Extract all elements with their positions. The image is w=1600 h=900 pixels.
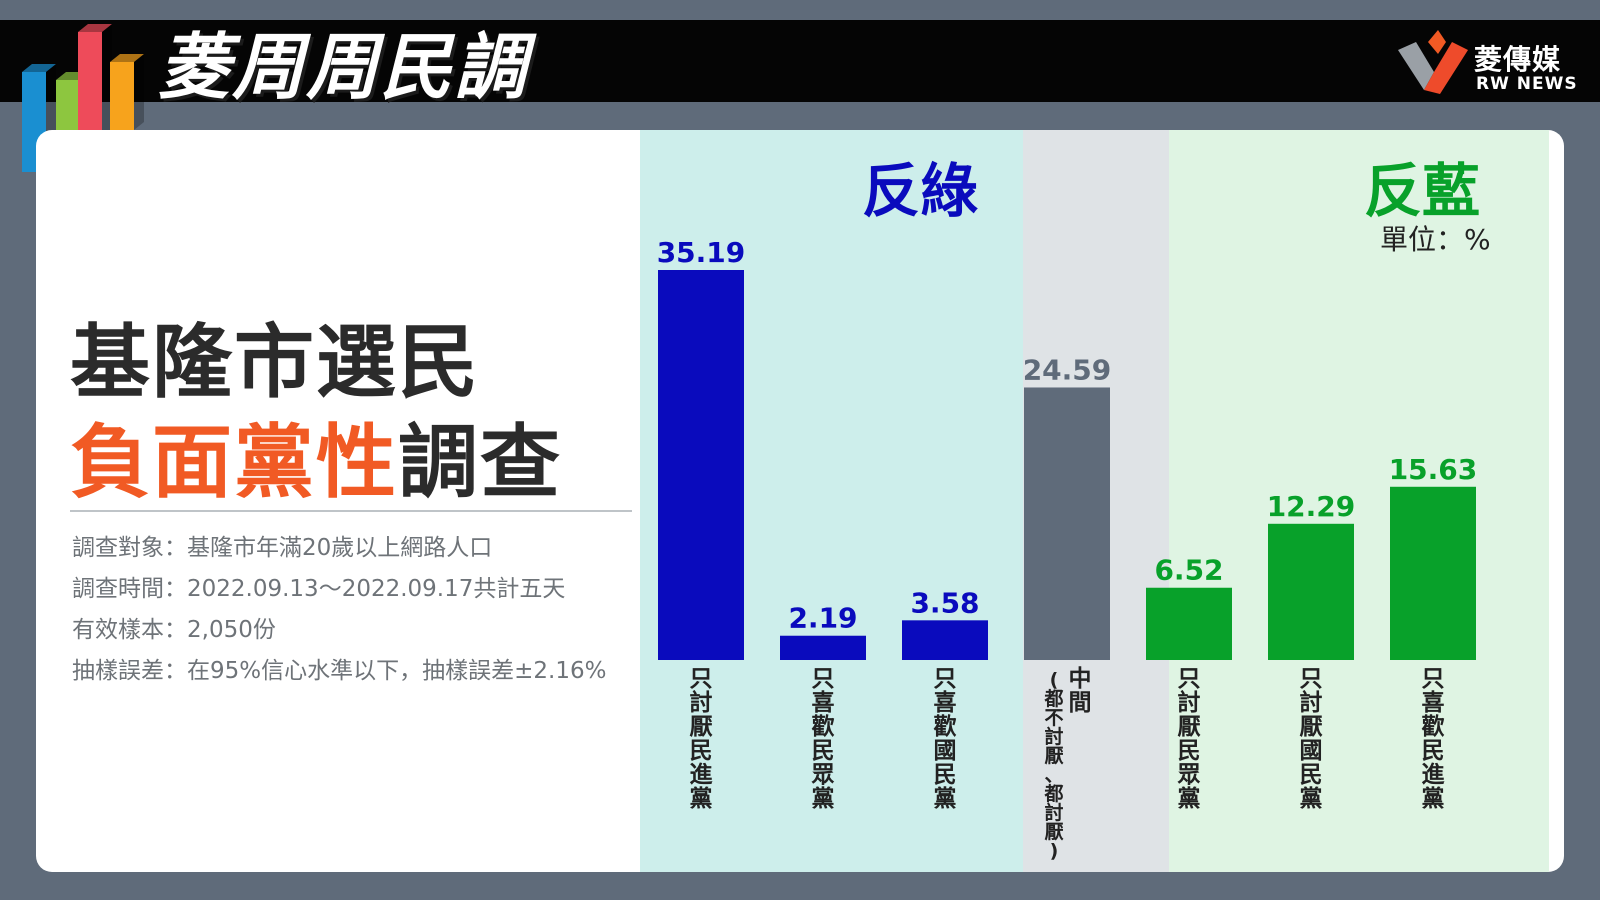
headline-line-2: 負面黨性調查	[70, 398, 562, 514]
svg-text:不: 不	[1044, 707, 1063, 729]
brand-subtitle: RW NEWS	[1476, 74, 1578, 94]
bar-3	[902, 620, 988, 660]
svg-text:黨: 黨	[1178, 786, 1201, 812]
svg-text:黨: 黨	[812, 786, 835, 812]
bar-value-label: 3.58	[910, 586, 979, 619]
svg-text:進: 進	[1422, 762, 1445, 788]
svg-text:歡: 歡	[934, 713, 957, 740]
svg-text:厭: 厭	[1044, 745, 1063, 767]
svg-text:民: 民	[1178, 738, 1201, 764]
headline-accent: 負面黨性	[70, 416, 398, 509]
rw-news-logo-icon	[1398, 30, 1468, 94]
svg-text:國: 國	[934, 738, 957, 764]
svg-text:討: 討	[1300, 689, 1323, 716]
bar-1	[658, 270, 744, 660]
svg-text:只: 只	[1178, 666, 1201, 692]
svg-text:只: 只	[812, 666, 835, 692]
bar-7	[1390, 486, 1476, 660]
survey-sample: 有效樣本：2,050份	[72, 617, 276, 643]
svg-text:民: 民	[1300, 762, 1323, 788]
svg-text:只: 只	[1422, 666, 1445, 692]
bar-value-label: 35.19	[657, 236, 746, 269]
svg-text:喜: 喜	[1422, 689, 1445, 716]
anti-blue-heading: 反藍	[1364, 157, 1481, 225]
survey-period: 調查時間：2022.09.13～2022.09.17共計五天	[72, 576, 566, 602]
content-card: 反綠 反藍 單位：% 基隆市選民 負面黨性調查 調查對象：基隆市年滿20歲以上網…	[36, 130, 1564, 872]
svg-text:都: 都	[1043, 688, 1063, 710]
program-title: 菱周周民調	[158, 25, 529, 109]
svg-text:厭: 厭	[1044, 821, 1063, 843]
divider	[70, 510, 632, 512]
header-bar	[0, 20, 1600, 102]
bar-5	[1146, 587, 1232, 660]
headline-rest: 調查	[398, 416, 562, 509]
svg-text:只: 只	[934, 666, 957, 692]
svg-text:民: 民	[1422, 738, 1445, 764]
svg-text:歡: 歡	[1422, 713, 1445, 740]
anti-blue-zone	[1169, 130, 1549, 872]
bar-value-label: 15.63	[1389, 453, 1478, 486]
svg-text:黨: 黨	[1300, 786, 1323, 812]
headline-line-1: 基隆市選民	[70, 316, 480, 409]
svg-text:(: (	[1050, 669, 1059, 691]
svg-text:黨: 黨	[1422, 786, 1445, 812]
unit-label: 單位：%	[1380, 223, 1491, 256]
bar-value-label: 2.19	[788, 602, 857, 635]
bar-chart: 35.19只討厭民進黨2.19只喜歡民眾黨3.58只喜歡國民黨24.59中間(都…	[657, 236, 1478, 862]
svg-text:都: 都	[1043, 783, 1063, 805]
svg-text:黨: 黨	[934, 786, 957, 812]
svg-text:厭: 厭	[1300, 714, 1323, 740]
svg-text:間: 間	[1069, 690, 1092, 716]
svg-text:歡: 歡	[812, 713, 835, 740]
svg-text:只: 只	[1300, 666, 1323, 692]
svg-text:民: 民	[934, 762, 957, 788]
svg-text:黨: 黨	[690, 786, 713, 812]
svg-text:討: 討	[1044, 801, 1063, 824]
svg-text:中: 中	[1069, 666, 1092, 692]
svg-text:討: 討	[1178, 689, 1201, 716]
svg-text:只: 只	[690, 666, 713, 692]
bar-4	[1024, 387, 1110, 660]
svg-text:): )	[1050, 840, 1059, 862]
survey-target: 調查對象：基隆市年滿20歲以上網路人口	[72, 535, 493, 561]
svg-text:眾: 眾	[1177, 762, 1201, 788]
svg-text:民: 民	[812, 738, 835, 764]
svg-text:眾: 眾	[811, 762, 835, 788]
bar-2	[780, 635, 866, 660]
svg-text:進: 進	[690, 762, 713, 788]
svg-text:厭: 厭	[690, 714, 713, 740]
bar-6	[1268, 523, 1354, 660]
anti-green-heading: 反綠	[862, 157, 979, 225]
svg-text:、: 、	[1044, 764, 1063, 786]
svg-text:喜: 喜	[934, 689, 957, 716]
svg-text:討: 討	[690, 689, 713, 716]
brand-name: 菱傳媒	[1474, 43, 1562, 76]
bar-value-label: 12.29	[1267, 490, 1356, 523]
bar-value-label: 24.59	[1023, 353, 1112, 386]
svg-text:國: 國	[1300, 738, 1323, 764]
svg-text:喜: 喜	[812, 689, 835, 716]
survey-margin: 抽樣誤差：在95%信心水準以下，抽樣誤差±2.16%	[72, 658, 607, 684]
svg-text:厭: 厭	[1178, 714, 1201, 740]
svg-text:討: 討	[1044, 725, 1063, 748]
brand-logo[interactable]: 菱傳媒 RW NEWS	[1394, 28, 1577, 98]
svg-text:民: 民	[690, 738, 713, 764]
bar-value-label: 6.52	[1154, 554, 1223, 587]
